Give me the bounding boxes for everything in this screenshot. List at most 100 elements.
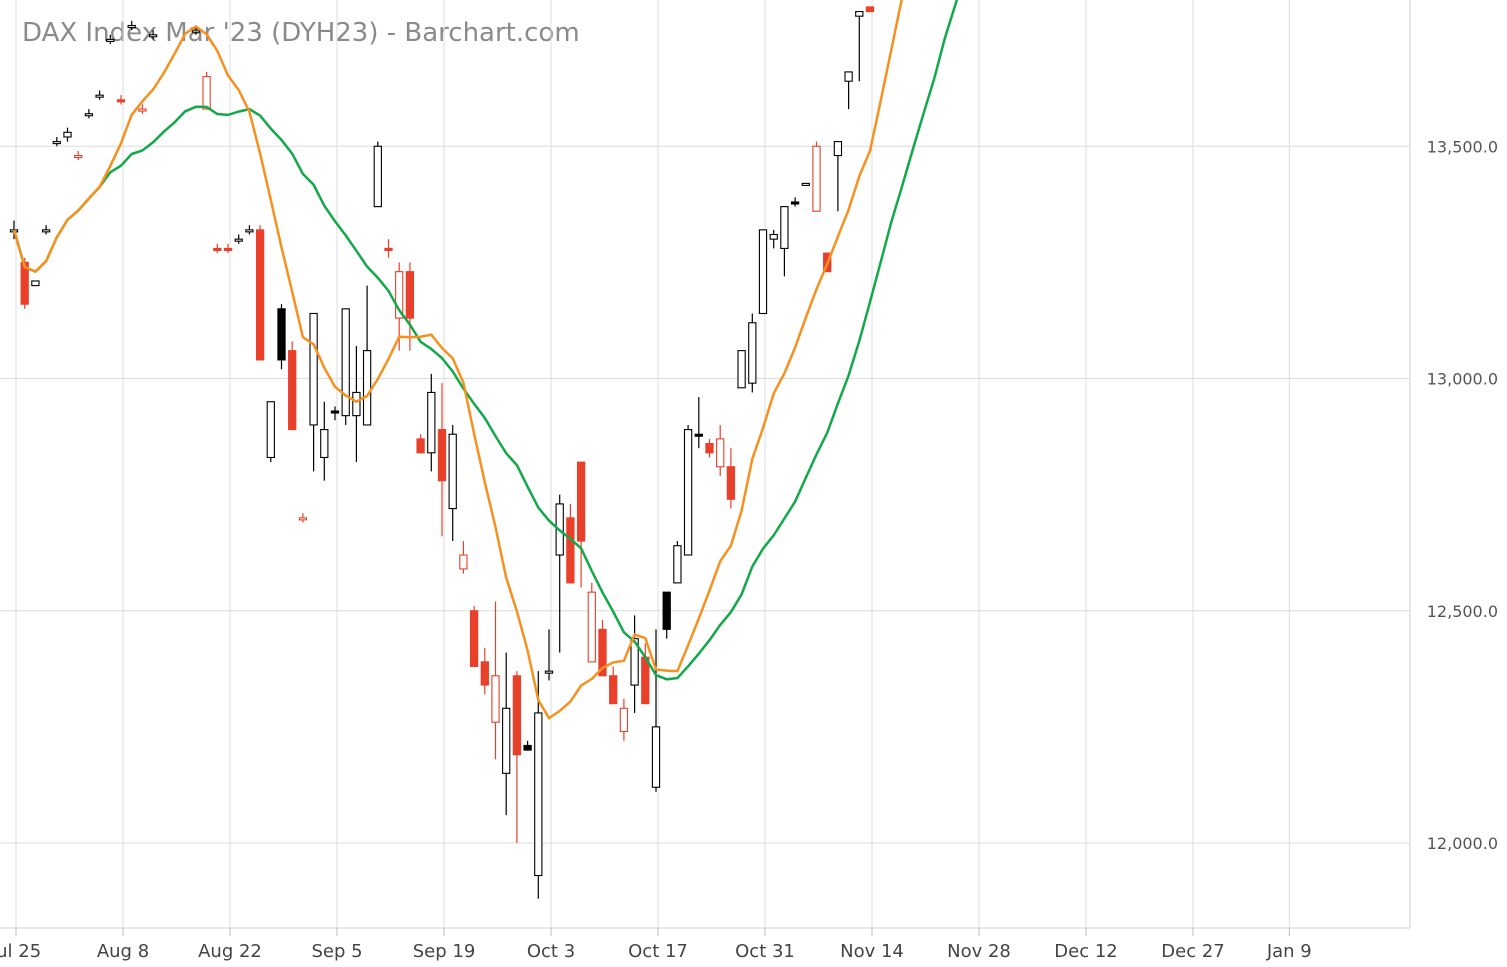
candle <box>844 71 853 110</box>
candle <box>448 424 457 542</box>
candle-body <box>31 280 40 287</box>
candle-body <box>833 141 843 157</box>
candle-body <box>855 10 864 17</box>
x-tick-label: Jul 25 <box>0 941 41 962</box>
candle-body <box>812 145 821 212</box>
x-tick-label: Aug 22 <box>198 941 262 962</box>
candle <box>480 647 489 695</box>
candle-body <box>127 24 136 29</box>
candle-body <box>448 433 457 510</box>
candle-body <box>630 638 639 686</box>
candle-body <box>865 6 875 13</box>
candle <box>437 383 447 537</box>
candle <box>651 629 661 792</box>
candle-body <box>609 675 618 705</box>
x-tick-label: Oct 31 <box>735 941 795 962</box>
x-tick-label: Nov 14 <box>840 941 904 962</box>
candle <box>330 406 340 421</box>
x-axis: Jul 25 Aug 8 Aug 22 Sep 5 Sep 19 Oct 3 Oct 17 O… <box>0 928 1312 962</box>
candle <box>74 150 83 161</box>
candle <box>716 424 725 477</box>
candle-body <box>683 429 693 556</box>
candle-body <box>405 271 415 319</box>
candle-body <box>234 238 243 242</box>
candle <box>298 513 308 523</box>
candle-body <box>330 410 340 414</box>
x-tick-label: Oct 17 <box>628 941 688 962</box>
candle <box>116 95 126 105</box>
candle-body <box>641 656 650 705</box>
chart-title: DAX Index Mar '23 (DYH23) - Barchart.com <box>22 18 580 48</box>
candle-body <box>74 154 83 159</box>
candle-body <box>844 71 853 82</box>
candle-body <box>352 391 361 417</box>
candle <box>833 141 843 212</box>
candle <box>598 620 607 677</box>
candlestick-series <box>9 6 875 899</box>
candle-body <box>223 247 233 251</box>
candle <box>812 141 821 212</box>
candle-body <box>277 308 286 361</box>
candle <box>673 541 682 584</box>
candle-body <box>491 675 500 723</box>
candle-body <box>288 350 297 431</box>
candle <box>469 606 479 668</box>
candle <box>223 243 233 254</box>
candle-body <box>758 229 768 315</box>
candle-body <box>320 429 329 459</box>
candle <box>255 225 265 361</box>
candle <box>609 666 618 705</box>
candle-body <box>790 201 800 205</box>
candle <box>587 582 596 663</box>
candle-body <box>298 517 308 521</box>
candle <box>288 341 297 431</box>
candle <box>726 448 736 509</box>
candle <box>512 671 522 843</box>
candle-body <box>427 391 436 454</box>
candle-body <box>737 350 746 389</box>
candle <box>705 438 714 458</box>
candle <box>619 699 629 741</box>
candle <box>41 225 51 235</box>
candle-body <box>255 229 265 361</box>
moving-average-fast-line <box>12 0 903 720</box>
candle-body <box>544 670 554 674</box>
candle <box>341 308 350 425</box>
candle <box>245 225 254 235</box>
candle <box>790 197 800 207</box>
candle <box>459 541 468 574</box>
candle <box>320 401 329 481</box>
candle-body <box>534 712 543 877</box>
candle <box>748 313 757 393</box>
candle <box>202 71 211 110</box>
y-tick-label: 13,000.0 <box>1427 370 1498 389</box>
candle-body <box>480 661 489 686</box>
candle-body <box>52 141 61 145</box>
candle-body <box>106 38 115 42</box>
candle <box>491 601 500 760</box>
candle <box>683 424 693 556</box>
candle-body <box>437 429 447 482</box>
y-tick-label: 12,000.0 <box>1427 834 1498 853</box>
candle <box>277 304 286 370</box>
candle <box>544 629 554 681</box>
candle <box>769 229 778 249</box>
candle <box>84 109 94 119</box>
grid-lines <box>0 0 1410 928</box>
candle <box>95 90 104 100</box>
candle-body <box>651 726 661 788</box>
candle <box>801 182 810 186</box>
candle <box>534 671 543 899</box>
y-tick-label: 13,500.0 <box>1427 137 1498 156</box>
candle-body <box>116 99 126 103</box>
candle-body <box>576 461 586 542</box>
candle-body <box>395 271 404 319</box>
candle-body <box>694 433 703 437</box>
candle <box>309 312 318 472</box>
candle <box>266 401 275 463</box>
candle <box>352 345 361 463</box>
candle-body <box>341 308 350 417</box>
candle <box>576 461 586 588</box>
candle-body <box>566 517 575 584</box>
